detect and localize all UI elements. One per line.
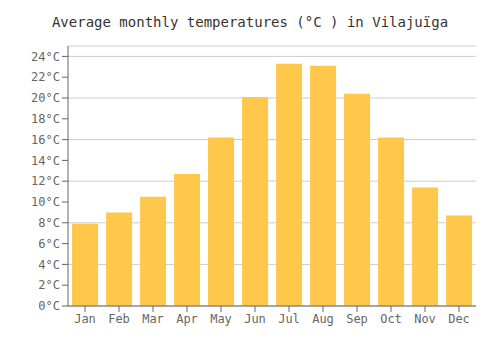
svg-text:22°C: 22°C [31, 70, 60, 84]
svg-text:May: May [210, 312, 232, 326]
svg-text:Aug: Aug [312, 312, 334, 326]
svg-text:12°C: 12°C [31, 174, 60, 188]
svg-text:0°C: 0°C [38, 299, 60, 313]
svg-text:Apr: Apr [176, 312, 198, 326]
svg-text:Dec: Dec [448, 312, 470, 326]
svg-text:20°C: 20°C [31, 91, 60, 105]
svg-text:18°C: 18°C [31, 112, 60, 126]
svg-text:8°C: 8°C [38, 216, 60, 230]
svg-text:4°C: 4°C [38, 258, 60, 272]
svg-text:10°C: 10°C [31, 195, 60, 209]
svg-text:2°C: 2°C [38, 278, 60, 292]
svg-text:Jun: Jun [244, 312, 266, 326]
svg-text:14°C: 14°C [31, 154, 60, 168]
svg-text:Oct: Oct [380, 312, 402, 326]
svg-text:24°C: 24°C [31, 50, 60, 64]
svg-text:Mar: Mar [142, 312, 164, 326]
svg-text:6°C: 6°C [38, 237, 60, 251]
svg-text:Jan: Jan [74, 312, 96, 326]
svg-text:Sep: Sep [346, 312, 368, 326]
svg-text:16°C: 16°C [31, 133, 60, 147]
svg-text:Nov: Nov [414, 312, 436, 326]
svg-text:Feb: Feb [108, 312, 130, 326]
html-text:Average monthly temperatures (: Average monthly temperatures (°C ) in Vi… [51, 14, 449, 30]
svg-text:Jul: Jul [278, 312, 300, 326]
